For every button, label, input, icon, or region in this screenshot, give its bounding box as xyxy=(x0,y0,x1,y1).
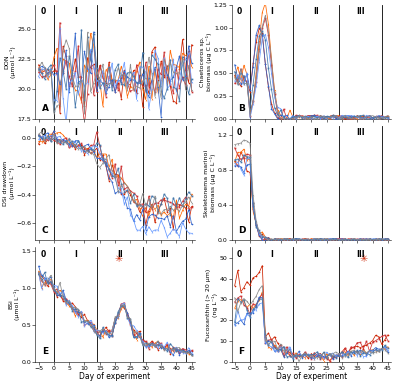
Text: I: I xyxy=(270,128,273,137)
Y-axis label: DSi drawdown
(μmol L⁻¹): DSi drawdown (μmol L⁻¹) xyxy=(3,161,15,206)
Text: III: III xyxy=(356,250,365,259)
Text: III: III xyxy=(160,128,168,137)
Text: III: III xyxy=(160,250,168,259)
Text: II: II xyxy=(117,128,122,137)
Text: I: I xyxy=(270,250,273,259)
Text: II: II xyxy=(313,128,319,137)
Y-axis label: BSi
(μmol L⁻¹): BSi (μmol L⁻¹) xyxy=(8,289,20,321)
Text: I: I xyxy=(74,7,77,16)
Text: III: III xyxy=(160,7,168,16)
Text: III: III xyxy=(356,128,365,137)
Text: II: II xyxy=(313,250,319,259)
Text: II: II xyxy=(313,7,319,16)
Text: 0: 0 xyxy=(41,250,46,259)
Text: 0: 0 xyxy=(41,7,46,16)
X-axis label: Day of experiment: Day of experiment xyxy=(276,372,347,381)
Text: C: C xyxy=(42,226,49,235)
Text: I: I xyxy=(270,7,273,16)
Text: E: E xyxy=(42,347,48,356)
Y-axis label: Fucoxanthin (> 20 μm)
(ng L⁻¹): Fucoxanthin (> 20 μm) (ng L⁻¹) xyxy=(206,268,218,341)
Text: ✳: ✳ xyxy=(114,254,122,264)
Text: I: I xyxy=(74,250,77,259)
Y-axis label: Chaetoceros sp.
biomass (μg C L⁻¹): Chaetoceros sp. biomass (μg C L⁻¹) xyxy=(200,33,213,91)
Text: II: II xyxy=(117,250,122,259)
Text: 0: 0 xyxy=(237,250,242,259)
Text: A: A xyxy=(42,104,49,113)
Text: F: F xyxy=(238,347,244,356)
Text: 0: 0 xyxy=(237,7,242,16)
Text: B: B xyxy=(238,104,245,113)
Text: D: D xyxy=(238,226,246,235)
Y-axis label: Skeletonema marinoi
biomass (μg C L⁻¹): Skeletonema marinoi biomass (μg C L⁻¹) xyxy=(204,150,216,217)
Text: ✳: ✳ xyxy=(359,254,367,264)
Text: I: I xyxy=(74,128,77,137)
Text: 0: 0 xyxy=(41,128,46,137)
Text: 0: 0 xyxy=(237,128,242,137)
Y-axis label: DON
(μmol L⁻¹): DON (μmol L⁻¹) xyxy=(4,46,16,78)
X-axis label: Day of experiment: Day of experiment xyxy=(79,372,151,381)
Text: II: II xyxy=(117,7,122,16)
Text: III: III xyxy=(356,7,365,16)
